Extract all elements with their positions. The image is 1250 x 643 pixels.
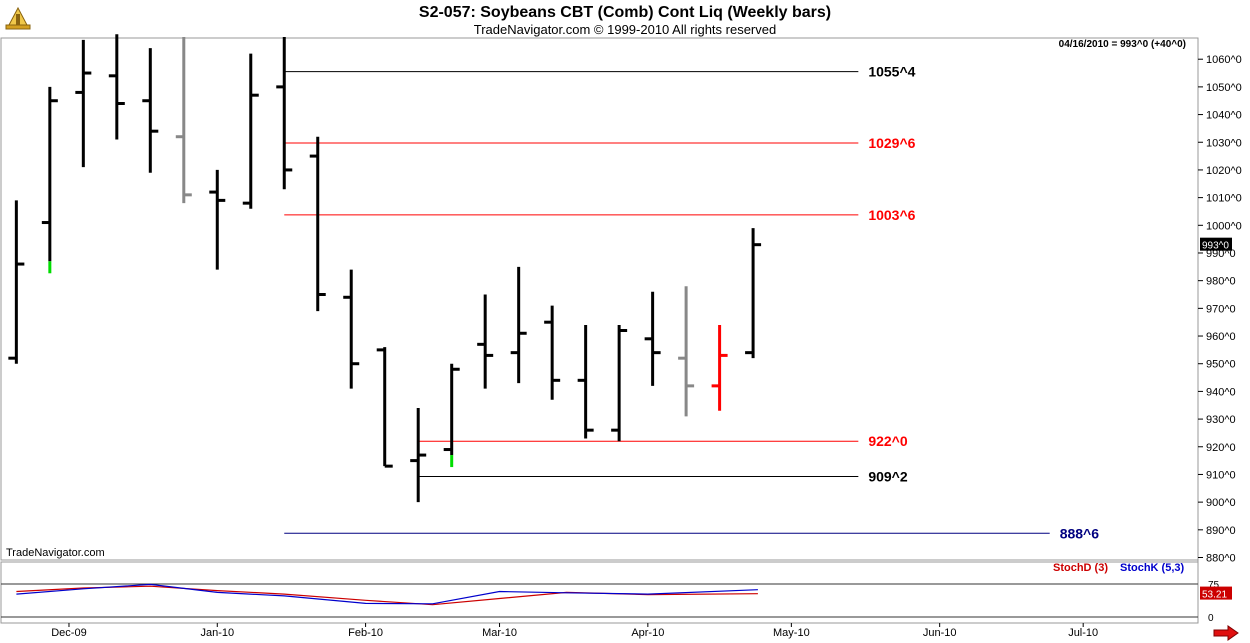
- indicator-pane-frame: [0, 561, 1199, 624]
- price-pane-frame: [0, 37, 1199, 561]
- price-axis-label: 990^0: [1206, 248, 1236, 260]
- last-quote-text: 04/16/2010 = 993^0 (+40^0): [1059, 39, 1186, 50]
- date-axis-label: Dec-09: [51, 627, 86, 639]
- stochd-line: [16, 585, 758, 606]
- price-axis-label: 940^0: [1206, 386, 1236, 398]
- stochk-legend: StochK (5,3): [1120, 562, 1185, 574]
- date-axis-label: Mar-10: [482, 627, 517, 639]
- date-axis-label: Apr-10: [631, 627, 664, 639]
- chart-title: S2-057: Soybeans CBT (Comb) Cont Liq (We…: [418, 4, 832, 21]
- price-axis-label: 960^0: [1206, 331, 1236, 343]
- price-axis-label: 970^0: [1206, 303, 1236, 315]
- indicator-axis-label: 75: [1208, 580, 1220, 591]
- price-axis-label: 900^0: [1206, 497, 1236, 509]
- level-label: 1003^6: [868, 207, 915, 223]
- level-label: 888^6: [1060, 525, 1100, 541]
- date-axis-label: Jun-10: [923, 627, 957, 639]
- price-axis-label: 880^0: [1206, 553, 1236, 565]
- price-axis-label: 930^0: [1206, 414, 1236, 426]
- price-axis-label: 980^0: [1206, 276, 1236, 288]
- level-label: 922^0: [868, 433, 908, 449]
- level-label: 1055^4: [868, 64, 915, 80]
- price-axis-label: 1040^0: [1206, 110, 1242, 122]
- stoch-value-tag: 53.21: [1202, 590, 1227, 601]
- price-axis-label: 1020^0: [1206, 165, 1242, 177]
- price-axis-label: 1000^0: [1206, 220, 1242, 232]
- level-label: 1029^6: [868, 135, 915, 151]
- date-axis-label: May-10: [773, 627, 810, 639]
- price-axis-label: 890^0: [1206, 525, 1236, 537]
- price-axis-label: 1010^0: [1206, 193, 1242, 205]
- date-axis-label: Jan-10: [200, 627, 234, 639]
- watermark-text: TradeNavigator.com: [6, 547, 105, 559]
- copyright-subtitle: TradeNavigator.com © 1999-2010 All right…: [473, 22, 777, 37]
- date-axis-label: Feb-10: [348, 627, 383, 639]
- chart-header: S2-057: Soybeans CBT (Comb) Cont Liq (We…: [0, 0, 1250, 38]
- last-price-tag-bg: [1200, 237, 1232, 251]
- date-axis-label: Jul-10: [1068, 627, 1098, 639]
- stoch-value-tag-bg: [1200, 586, 1232, 600]
- price-axis-label: 910^0: [1206, 469, 1236, 481]
- price-axis-label: 1030^0: [1206, 137, 1242, 149]
- price-axis-label: 950^0: [1206, 359, 1236, 371]
- trade-navigator-logo-icon[interactable]: [4, 4, 32, 32]
- price-axis-label: 1050^0: [1206, 82, 1242, 94]
- stochd-legend: StochD (3): [1053, 562, 1108, 574]
- level-label: 909^2: [868, 469, 908, 485]
- price-axis-label: 920^0: [1206, 442, 1236, 454]
- stochk-line: [16, 583, 758, 605]
- last-price-tag: 993^0: [1202, 241, 1229, 252]
- price-axis-label: 1060^0: [1206, 54, 1242, 66]
- scroll-right-arrow-icon[interactable]: [1212, 625, 1240, 641]
- indicator-axis-label: 0: [1208, 613, 1214, 624]
